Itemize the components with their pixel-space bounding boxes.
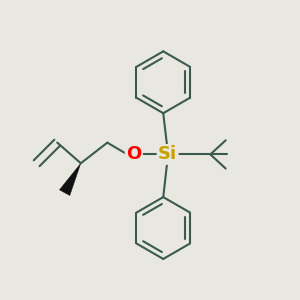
Polygon shape: [59, 163, 81, 196]
Text: O: O: [126, 146, 141, 164]
Text: Si: Si: [158, 146, 177, 164]
